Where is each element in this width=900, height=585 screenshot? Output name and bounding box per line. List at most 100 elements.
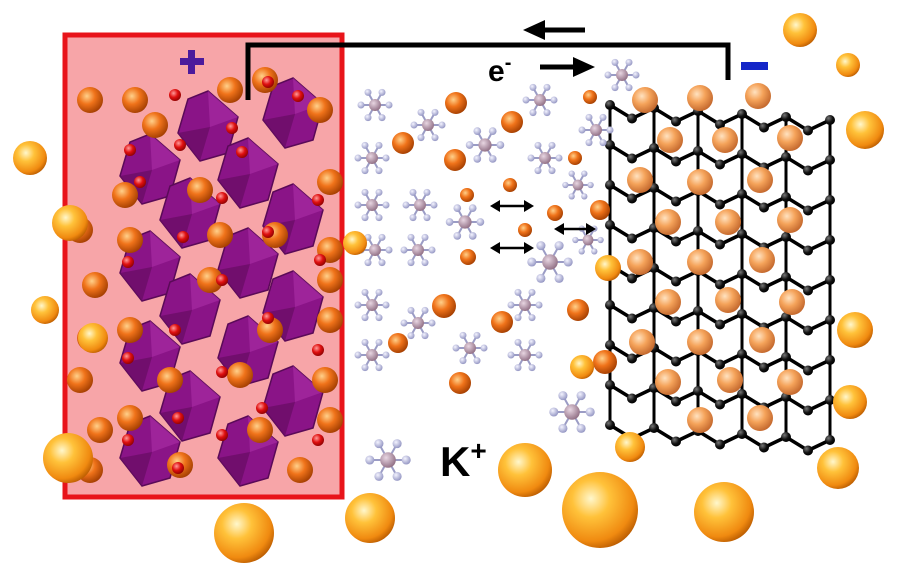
pf6-anion-shape	[562, 170, 594, 200]
graphite-atom	[803, 365, 813, 376]
fluorine-atom	[428, 319, 436, 327]
potassium-ion-sphere	[87, 417, 113, 443]
fluorine-atom	[581, 170, 588, 177]
pf6-anion-shape	[445, 204, 485, 240]
graphite-atom	[627, 113, 637, 124]
fluorine-atom	[529, 109, 537, 117]
potassium-ion-sphere	[846, 111, 884, 149]
potassium-ion-sphere	[343, 231, 367, 255]
graphite-atom	[737, 309, 747, 319]
potassium-ion-sphere	[317, 307, 343, 333]
graphite-atom	[715, 279, 725, 290]
fluorine-atom	[375, 167, 383, 175]
graphite-atom	[825, 435, 835, 445]
oxygen-atom	[262, 226, 274, 238]
fluorine-atom	[549, 407, 559, 417]
potassium-ion-sphere	[632, 87, 658, 113]
oxygen-atom	[236, 146, 248, 158]
graphite-atom	[715, 239, 725, 250]
fluorine-atom	[625, 58, 633, 66]
potassium-ion-sphere	[13, 141, 47, 175]
graphite-atom	[693, 146, 703, 156]
fluorine-atom	[528, 314, 536, 322]
phosphorus-atom	[366, 299, 378, 311]
fluorine-atom	[357, 101, 365, 109]
fluorine-atom	[527, 257, 537, 267]
fluorine-atom	[488, 127, 497, 135]
graphite-atom	[649, 143, 659, 153]
fluorine-atom	[562, 181, 569, 189]
phosphorus-atom	[366, 199, 378, 211]
potassium-ion-sphere	[562, 472, 638, 548]
fluorine-atom	[421, 306, 429, 314]
fluorine-atom	[423, 214, 431, 222]
potassium-ion-sphere	[444, 149, 466, 171]
potassium-ion-sphere	[657, 127, 683, 153]
graphite-atom	[671, 316, 681, 327]
potassium-ion-sphere	[783, 13, 817, 47]
potassium-ion-sphere	[687, 329, 713, 355]
graphite-atom	[803, 245, 813, 256]
graphite-atom	[627, 313, 637, 324]
fluorine-atom	[378, 88, 386, 96]
graphite-atom	[605, 220, 615, 230]
potassium-ion-sphere	[43, 433, 93, 483]
potassium-ion-sphere	[745, 83, 771, 109]
pf6-anion-shape	[354, 288, 390, 322]
potassium-ion-sphere	[715, 287, 741, 313]
fluorine-atom	[578, 126, 586, 134]
oxygen-atom	[124, 144, 136, 156]
electron-arrow	[540, 57, 595, 77]
graphite-atom	[803, 445, 813, 456]
fluorine-atom	[361, 214, 369, 222]
pf6-anion-shape	[604, 58, 640, 92]
fluorine-atom	[568, 170, 575, 177]
potassium-ion-sphere	[432, 294, 456, 318]
cathode-structure	[62, 32, 345, 500]
potassium-ion-sphere	[749, 327, 775, 353]
octahedron-shape	[217, 227, 279, 299]
potassium-ion-sphere	[595, 255, 621, 281]
potassium-ion-sphere	[833, 385, 867, 419]
fluorine-atom	[354, 201, 362, 209]
potassium-ion-sphere	[317, 407, 343, 433]
fluorine-atom	[507, 301, 515, 309]
graphite-atom	[627, 353, 637, 364]
potassium-ion-sphere	[117, 405, 143, 431]
fluorine-atom	[378, 259, 386, 267]
fluorine-atom	[534, 141, 542, 149]
fluorine-atom	[365, 455, 375, 465]
graphite-atom	[759, 442, 769, 453]
graphite-atom	[737, 109, 747, 119]
fluorine-atom	[375, 141, 383, 149]
fluorine-atom	[453, 204, 462, 212]
fluorine-atom	[409, 214, 417, 222]
pf6-anion-shape	[357, 88, 393, 122]
oxygen-atom	[122, 434, 134, 446]
phosphorus-atom	[542, 254, 558, 270]
fluorine-atom	[375, 338, 383, 346]
graphite-atom	[693, 386, 703, 396]
fluorine-atom	[476, 218, 485, 226]
potassium-ion-sphere	[593, 350, 617, 374]
fluorine-atom	[576, 391, 586, 401]
pf6-anion-shape	[354, 188, 390, 222]
pf6-anion-shape	[452, 331, 488, 365]
oxygen-atom	[292, 90, 304, 102]
fluorine-atom	[514, 364, 522, 372]
oxygen-atom	[312, 434, 324, 446]
fluorine-atom	[528, 364, 536, 372]
phosphorus-atom	[366, 349, 378, 361]
fluorine-atom	[581, 193, 588, 200]
fluorine-atom	[402, 201, 410, 209]
graphite-atom	[803, 325, 813, 336]
fluorine-atom	[522, 96, 530, 104]
fluorine-atom	[407, 259, 415, 267]
pf6-anion-shape	[549, 391, 595, 433]
fluorine-atom	[400, 246, 408, 254]
graphite-atom	[715, 399, 725, 410]
fluorine-atom	[382, 154, 390, 162]
graphite-atom	[759, 282, 769, 293]
potassium-ion-sphere	[615, 432, 645, 462]
potassium-ion-sphere	[627, 249, 653, 275]
